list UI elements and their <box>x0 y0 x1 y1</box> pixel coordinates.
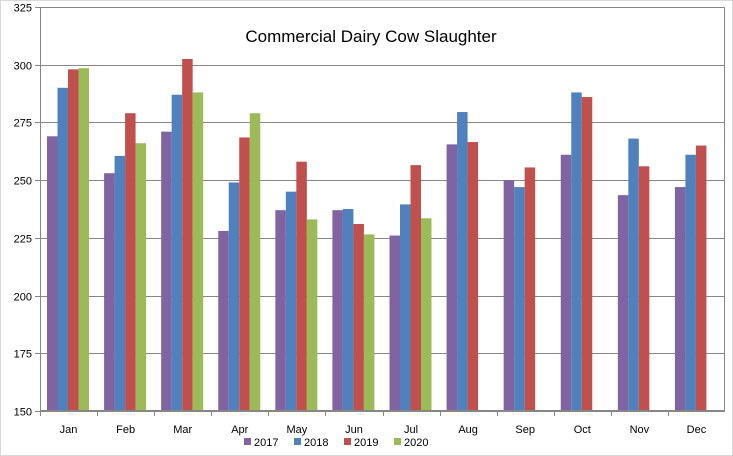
bar-2017-Jan <box>47 136 58 411</box>
bar-2017-Mar <box>161 131 172 412</box>
bar-2018-Jan <box>57 87 68 412</box>
x-tick-label: Jul <box>404 424 418 436</box>
y-tick-label: 200 <box>14 292 32 304</box>
bar-2018-Sep <box>514 187 525 411</box>
bar-2018-Jul <box>400 204 411 411</box>
bar-2020-Mar <box>192 92 204 411</box>
bar-2018-May <box>285 191 297 411</box>
bar-2017-Nov <box>617 195 629 411</box>
bar-2017-Dec <box>674 187 686 411</box>
bar-2018-Jun <box>342 209 354 411</box>
y-tick-label: 275 <box>14 118 32 130</box>
y-tick-label: 300 <box>14 61 32 73</box>
y-tick-label: 250 <box>14 176 32 188</box>
bar-2020-May <box>306 219 318 411</box>
x-tick-label: Oct <box>574 424 591 436</box>
x-tick-labels: Jan Feb Mar Apr May Jun Jul Aug Sep Oct Nov Dec <box>60 424 707 436</box>
legend-swatch-2018 <box>294 438 301 445</box>
bar-2017-May <box>275 210 286 411</box>
legend-swatch-2019 <box>344 438 351 445</box>
bar-2017-Apr <box>218 230 229 411</box>
bar-2018-Apr <box>228 182 240 411</box>
bar-2017-Feb <box>104 173 115 411</box>
bar-2019-May <box>296 161 307 411</box>
x-tick-label: Nov <box>630 424 650 436</box>
chart-title: Commercial Dairy Cow Slaughter <box>245 27 497 46</box>
axes-layer <box>40 7 725 416</box>
x-tick-label: Dec <box>687 424 707 436</box>
plot-area-border <box>40 7 725 411</box>
x-tick-label: Jun <box>345 424 363 436</box>
bar-2019-Dec <box>695 145 707 411</box>
bar-2020-Jun <box>363 234 375 411</box>
x-tick-label: Mar <box>173 424 192 436</box>
y-tick-label: 175 <box>14 349 32 361</box>
bar-2019-Jan <box>68 69 79 412</box>
bar-2017-Aug <box>446 144 458 412</box>
y-tick-label: 225 <box>14 234 32 246</box>
bar-2017-Oct <box>560 154 572 411</box>
bar-2018-Aug <box>457 112 468 411</box>
bar-2020-Jul <box>421 218 432 411</box>
bar-2020-Apr <box>249 113 261 412</box>
x-tick-label: May <box>286 424 307 436</box>
bar-2019-Mar <box>182 58 193 411</box>
bar-2019-Feb <box>125 113 136 412</box>
bar-2019-Jun <box>353 224 364 411</box>
x-tick-label: Sep <box>515 424 535 436</box>
x-tick-label: Jan <box>60 424 78 436</box>
bar-2019-Jul <box>410 165 421 411</box>
legend-label: 2020 <box>404 437 428 449</box>
bar-2018-Feb <box>114 155 126 411</box>
bar-2017-Sep <box>503 180 515 411</box>
bar-2018-Dec <box>685 154 696 411</box>
bar-2017-Jun <box>332 210 343 411</box>
x-tick-label: Aug <box>458 424 478 436</box>
legend-swatch-2020 <box>394 438 401 445</box>
legend-label: 2017 <box>254 437 278 449</box>
bar-2019-Apr <box>239 137 250 412</box>
legend-label: 2019 <box>354 437 378 449</box>
y-tick-label: 150 <box>14 407 32 419</box>
bar-2019-Aug <box>467 142 479 411</box>
bar-2019-Sep <box>524 167 536 411</box>
bar-2018-Mar <box>171 94 183 412</box>
bar-2018-Nov <box>628 138 639 412</box>
legend: 2017 2018 2019 2020 <box>244 437 428 449</box>
x-tick-label: Feb <box>116 424 135 436</box>
y-tick-labels: 150 175 200 225 250 275 300 325 <box>14 3 32 419</box>
legend-swatch-2017 <box>244 438 251 445</box>
bar-2017-Jul <box>389 235 400 411</box>
bar-2019-Oct <box>581 97 593 411</box>
bar-2018-Oct <box>571 92 582 411</box>
x-tick-label: Apr <box>231 424 248 436</box>
bar-2020-Feb <box>135 143 147 411</box>
bars-layer <box>47 58 707 412</box>
y-tick-label: 325 <box>14 3 32 15</box>
bar-2020-Jan <box>78 68 89 412</box>
legend-label: 2018 <box>304 437 328 449</box>
bar-2019-Nov <box>638 166 650 411</box>
